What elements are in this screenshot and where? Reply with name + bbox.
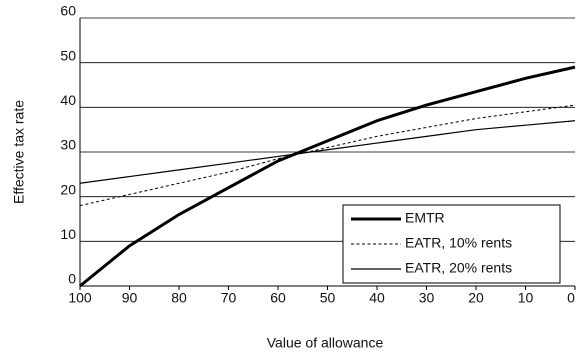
y-tick-label: 0 xyxy=(68,271,76,287)
legend-label: EATR, 20% rents xyxy=(405,260,512,276)
x-tick-label: 40 xyxy=(369,290,385,306)
x-axis-label: Value of allowance xyxy=(267,335,384,351)
x-tick-label: 0 xyxy=(567,290,575,306)
y-tick-label: 40 xyxy=(60,92,76,108)
y-tick-label: 60 xyxy=(60,3,76,19)
y-tick-label: 30 xyxy=(60,137,76,153)
series-line xyxy=(79,104,576,207)
legend-label: EMTR xyxy=(405,210,445,226)
y-tick-label: 10 xyxy=(60,226,76,242)
y-tick-label: 20 xyxy=(60,181,76,197)
x-tick-label: 70 xyxy=(221,290,237,306)
x-tick-label: 20 xyxy=(468,290,484,306)
legend-label: EATR, 10% rents xyxy=(405,235,512,251)
y-axis-label: Effective tax rate xyxy=(11,100,27,204)
series-line xyxy=(79,65,576,288)
x-tick-label: 60 xyxy=(270,290,286,306)
x-tick-label: 10 xyxy=(518,290,534,306)
x-tick-label: 80 xyxy=(171,290,187,306)
x-tick-label: 100 xyxy=(68,290,92,306)
series-line xyxy=(79,120,576,184)
x-tick-label: 90 xyxy=(122,290,138,306)
x-tick-label: 50 xyxy=(320,290,336,306)
x-tick-label: 30 xyxy=(419,290,435,306)
y-tick-label: 50 xyxy=(60,47,76,63)
